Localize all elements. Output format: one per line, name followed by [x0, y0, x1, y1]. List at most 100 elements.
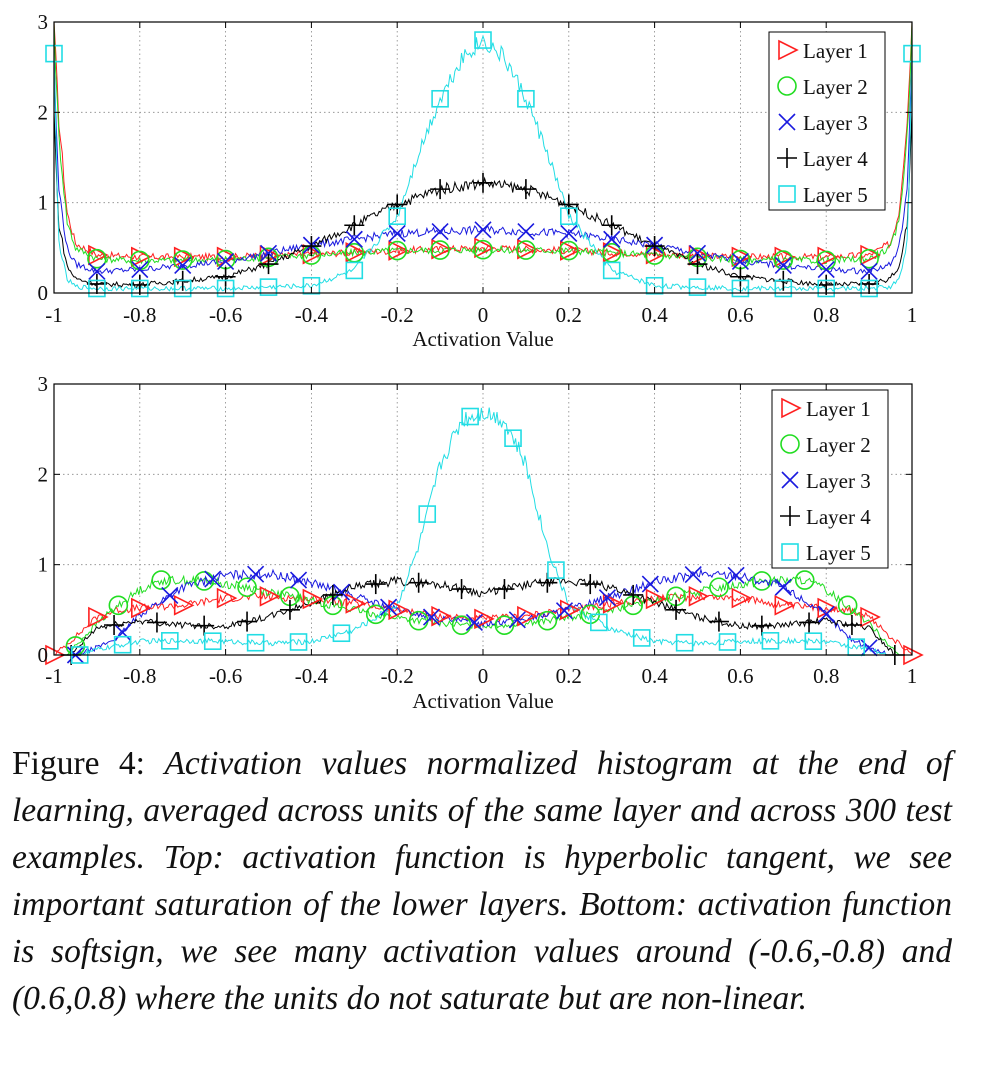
marker-layer-3 [603, 230, 621, 248]
marker-layer-1 [602, 593, 624, 614]
legend-marker-layer-3 [778, 113, 796, 131]
y-tick-label: 1 [38, 553, 49, 577]
marker-layer-5 [688, 278, 707, 296]
legend-marker-layer-2 [780, 434, 800, 454]
marker-layer-2 [473, 239, 493, 260]
marker-layer-4 [237, 611, 258, 632]
legend: Layer 1 Layer 2 Layer 3 Layer 4 Layer 5 [771, 389, 889, 569]
marker-layer-5 [461, 407, 479, 426]
legend-marker-layer-1 [781, 397, 802, 419]
marker-layer-5 [161, 632, 179, 650]
marker-layer-4 [687, 254, 708, 275]
marker-layer-5 [388, 207, 407, 226]
marker-layer-3 [174, 256, 192, 275]
x-tick-label: 1 [907, 303, 918, 327]
marker-layer-3 [641, 575, 659, 593]
marker-layer-2 [859, 248, 879, 269]
marker-layer-2 [365, 604, 386, 625]
y-tick-label: 1 [38, 191, 49, 215]
legend-label-layer-2: Layer 2 [806, 433, 871, 457]
marker-layer-3 [259, 244, 278, 262]
x-tick-label: 0.4 [641, 303, 668, 327]
marker-layer-4 [146, 612, 167, 633]
marker-layer-2 [837, 595, 858, 616]
marker-layer-5 [559, 207, 578, 226]
x-tick-label: -0.2 [381, 303, 414, 327]
top-panel-tanh: -1 -0.8 -0.6 -0.4 -0.2 0 0.2 0.4 0.6 0.8 1 0 1 2 3 Acti… [38, 10, 921, 351]
marker-layer-4 [408, 572, 429, 593]
marker-layer-3 [598, 589, 616, 607]
marker-layer-2 [172, 250, 193, 270]
marker-layer-5 [474, 31, 492, 49]
marker-layer-4 [601, 215, 622, 236]
marker-layer-5 [173, 279, 192, 298]
marker-layer-4 [387, 194, 408, 215]
caption-label: Figure 4: [12, 745, 145, 782]
marker-layer-2 [794, 570, 815, 590]
marker-layer-5 [547, 561, 565, 579]
marker-layer-5 [774, 279, 793, 298]
marker-layer-1 [45, 644, 66, 666]
figure-caption: Figure 4: Activation values normalized h… [12, 740, 952, 1022]
x-tick-label: -0.4 [295, 303, 329, 327]
marker-layer-5 [860, 279, 878, 298]
marker-layer-1 [216, 587, 238, 609]
marker-layer-3 [774, 578, 792, 596]
legend-label-layer-4: Layer 4 [803, 147, 868, 171]
marker-layer-5 [431, 89, 449, 108]
marker-layer-4 [301, 236, 322, 257]
legend-marker-layer-4 [780, 506, 800, 526]
marker-layer-5 [817, 279, 836, 298]
marker-layer-5 [88, 279, 106, 298]
marker-layer-5 [632, 629, 651, 647]
marker-layer-1 [302, 588, 324, 610]
marker-layer-5 [804, 632, 823, 650]
x-tick-label: -0.6 [209, 664, 242, 688]
marker-layer-1 [302, 243, 324, 265]
marker-layer-1 [517, 238, 538, 260]
marker-layer-1 [431, 238, 452, 260]
marker-layer-5 [590, 613, 608, 632]
marker-layer-5 [259, 278, 278, 296]
marker-layer-2 [87, 248, 107, 269]
marker-layer-1 [559, 240, 581, 261]
marker-layer-1 [259, 585, 281, 607]
legend: Layer 1 Layer 2 Layer 3 Layer 4 Layer 5 [768, 31, 886, 211]
marker-layer-1 [645, 243, 667, 265]
figure-plots: -1 -0.8 -0.6 -0.4 -0.2 0 0.2 0.4 0.6 0.8 1 0 1 2 3 Acti… [38, 10, 924, 713]
legend-marker-layer-5 [778, 185, 796, 203]
marker-layer-4 [322, 584, 343, 605]
marker-layer-3 [247, 565, 265, 583]
marker-layer-4 [841, 615, 862, 636]
x-tick-label: -1 [45, 664, 63, 688]
legend-label-layer-4: Layer 4 [806, 505, 871, 529]
marker-layer-5 [731, 279, 750, 298]
x-tick-label: 0.6 [727, 664, 753, 688]
marker-layer-5 [345, 261, 364, 280]
marker-layer-3 [345, 230, 363, 248]
legend-marker-layer-5 [781, 543, 799, 561]
legend-marker-layer-3 [781, 471, 799, 489]
x-tick-label: -0.8 [123, 664, 156, 688]
marker-layer-4 [708, 611, 729, 632]
marker-layer-4 [279, 599, 300, 620]
y-tick-label: 0 [38, 643, 49, 667]
marker-layer-1 [474, 237, 495, 259]
marker-layer-4 [258, 254, 279, 275]
marker-layer-4 [580, 574, 601, 595]
x-tick-label: 0 [478, 303, 489, 327]
marker-layer-5 [718, 633, 737, 651]
legend-label-layer-2: Layer 2 [803, 75, 868, 99]
marker-layer-4 [430, 179, 451, 200]
marker-layer-2 [558, 240, 579, 261]
marker-layer-5 [113, 635, 132, 654]
marker-layer-4 [623, 584, 644, 605]
legend-marker-layer-2 [777, 76, 797, 96]
marker-layer-2 [237, 577, 257, 598]
marker-layer-3 [731, 252, 749, 270]
marker-layer-1 [731, 587, 753, 609]
legend-label-layer-1: Layer 1 [803, 39, 868, 63]
marker-layer-3 [517, 223, 535, 241]
series-line-layer-1 [53, 21, 913, 262]
marker-layer-3 [817, 260, 835, 279]
